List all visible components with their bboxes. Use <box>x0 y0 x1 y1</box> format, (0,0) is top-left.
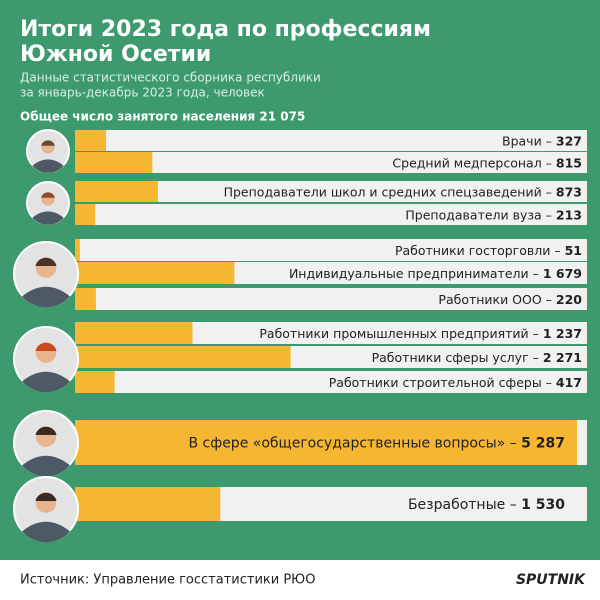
bar-label: Индивидуальные предприниматели – 1 679 <box>289 266 582 281</box>
bar-label: Работники промышленных предприятий – 1 2… <box>259 326 582 341</box>
bar <box>75 420 577 465</box>
avatar-hair <box>35 342 57 351</box>
row-background <box>75 181 587 202</box>
avatar-body <box>22 371 70 393</box>
bar <box>75 181 158 202</box>
category-label: Преподаватели школ и средних спецзаведен… <box>224 184 542 199</box>
avatar-hair <box>41 140 55 146</box>
category-label: Безработные <box>408 497 505 513</box>
title-line: Итоги 2023 года по профессиям <box>20 17 431 42</box>
footer <box>0 560 600 600</box>
bar-label: Работники госторговли – 51 <box>395 243 582 258</box>
row-background <box>75 239 587 261</box>
total-label: Общее число занятого населения 21 075 <box>20 110 305 124</box>
row-background <box>75 130 587 151</box>
value-label: 417 <box>556 375 582 390</box>
avatar-body <box>22 455 70 477</box>
bar <box>75 346 291 368</box>
bar-label: Работники сферы услуг – 2 271 <box>372 350 582 365</box>
row-background <box>75 288 587 310</box>
row-background <box>75 152 587 173</box>
avatar-hair <box>35 426 57 435</box>
row-background <box>75 204 587 225</box>
category-label: Работники госторговли <box>395 243 550 258</box>
avatar-hair <box>41 192 55 198</box>
value-label: 1 679 <box>543 266 582 281</box>
value-label: 815 <box>556 155 582 170</box>
avatar-hair <box>35 492 57 501</box>
bar <box>75 204 96 225</box>
logo: SPUTNIK <box>516 572 586 588</box>
category-label: Врачи <box>502 133 542 148</box>
category-label: Работники строительной сферы <box>329 375 542 390</box>
separator: – <box>529 266 543 281</box>
separator: – <box>542 184 556 199</box>
bar <box>75 487 221 521</box>
title-line: Южной Осетии <box>20 42 211 67</box>
value-label: 5 287 <box>521 436 565 452</box>
value-label: 51 <box>565 243 582 258</box>
avatar-body <box>32 211 64 225</box>
category-label: Работники ООО <box>438 292 541 307</box>
bar-label: Безработные – 1 530 <box>408 497 565 513</box>
bar <box>75 371 115 393</box>
bar <box>75 322 193 344</box>
bar <box>75 152 153 173</box>
subtitle-line: Данные статистического сборника республи… <box>20 71 321 85</box>
category-label: Работники сферы услуг <box>372 350 529 365</box>
category-label: В сфере «общегосударственные вопросы» <box>188 436 505 452</box>
separator: – <box>542 292 556 307</box>
separator: – <box>542 133 556 148</box>
value-label: 1 237 <box>543 326 582 341</box>
bar <box>75 288 96 310</box>
separator: – <box>542 207 556 222</box>
avatar-body <box>22 286 70 308</box>
bar-label: Работники строительной сферы – 417 <box>329 375 582 390</box>
separator: – <box>529 350 543 365</box>
value-label: 2 271 <box>543 350 582 365</box>
row-background <box>75 371 587 393</box>
bar <box>75 262 235 284</box>
separator: – <box>542 155 556 170</box>
value-label: 220 <box>556 292 582 307</box>
separator: – <box>550 243 564 258</box>
category-label: Индивидуальные предприниматели <box>289 266 529 281</box>
separator: – <box>542 375 556 390</box>
bar-label: Врачи – 327 <box>502 133 582 148</box>
category-label: Работники промышленных предприятий <box>259 326 528 341</box>
bar-label: Преподаватели школ и средних спецзаведен… <box>224 184 582 199</box>
separator: – <box>505 436 521 452</box>
value-label: 1 530 <box>521 497 565 513</box>
value-label: 327 <box>556 133 582 148</box>
avatar-hair <box>35 257 57 266</box>
avatar-body <box>22 521 70 543</box>
separator: – <box>529 326 543 341</box>
bar-label: В сфере «общегосударственные вопросы» – … <box>188 436 565 452</box>
value-label: 213 <box>556 207 582 222</box>
avatar-body <box>32 159 64 173</box>
subtitle-line: за январь-декабрь 2023 года, человек <box>20 86 265 100</box>
bar-label: Средний медперсонал – 815 <box>392 155 582 170</box>
bar-label: Работники ООО – 220 <box>438 292 582 307</box>
bar-label: Преподаватели вуза – 213 <box>405 207 582 222</box>
bar <box>75 130 107 151</box>
category-label: Средний медперсонал <box>392 155 541 170</box>
category-label: Преподаватели вуза <box>405 207 541 222</box>
bar <box>75 239 80 261</box>
separator: – <box>505 497 521 513</box>
value-label: 873 <box>556 184 582 199</box>
row-background <box>75 322 587 344</box>
source: Источник: Управление госстатистики РЮО <box>20 573 315 588</box>
